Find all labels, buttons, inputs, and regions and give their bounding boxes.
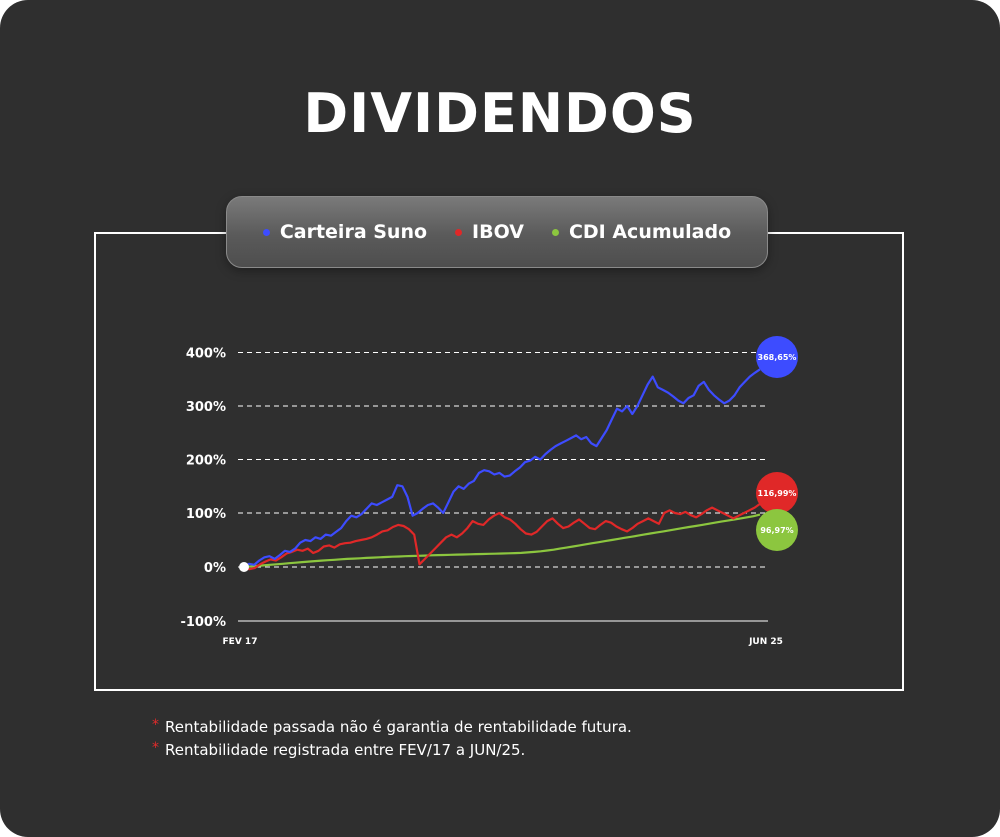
end-value-label-cdi-acumulado: 96,97% [760, 526, 793, 535]
footnote: * Rentabilidade registrada entre FEV/17 … [152, 739, 632, 762]
series-line-ibov [243, 502, 761, 571]
y-tick-label: 0% [204, 561, 226, 576]
series-line-cdi-acumulado [243, 513, 761, 569]
footnotes: * Rentabilidade passada não é garantia d… [152, 716, 632, 762]
legend-label-ibov: IBOV [472, 221, 524, 243]
series-line-carteira-suno [243, 368, 761, 568]
legend-item-cdi-acumulado: CDI Acumulado [551, 221, 732, 243]
x-tick-label-end: JUN 25 [748, 637, 783, 647]
x-tick-label-start: FEV 17 [223, 637, 258, 647]
end-value-label-carteira-suno: 368,65% [758, 353, 797, 362]
page-title: DIVIDENDOS [303, 82, 697, 145]
y-tick-label: 300% [186, 400, 226, 415]
chart-legend: Carteira Suno IBOV CDI Acumulado [226, 196, 768, 268]
footnote: * Rentabilidade passada não é garantia d… [152, 716, 632, 739]
legend-label-cdi-acumulado: CDI Acumulado [568, 221, 732, 243]
legend-item-ibov: IBOV [455, 221, 524, 243]
origin-point [239, 562, 249, 572]
legend-item-carteira-suno: Carteira Suno [262, 221, 428, 243]
end-bubble-cdi-acumulado [756, 509, 798, 551]
asterisk-icon: * [152, 740, 159, 756]
end-bubble-carteira-suno [756, 336, 798, 378]
legend-dot-cdi-acumulado [551, 228, 559, 236]
y-tick-label: 400% [186, 347, 226, 362]
end-bubble-ibov [756, 472, 798, 514]
footnote-text-2: Rentabilidade registrada entre FEV/17 a … [165, 741, 526, 759]
y-tick-label: -100% [180, 615, 226, 630]
footnote-text-1: Rentabilidade passada não é garantia de … [165, 718, 632, 736]
legend-dot-ibov [455, 228, 463, 236]
asterisk-icon: * [152, 717, 159, 733]
legend-dot-carteira-suno [262, 228, 270, 236]
end-value-label-ibov: 116,99% [758, 489, 797, 498]
y-tick-label: 100% [186, 507, 226, 522]
legend-label-carteira-suno: Carteira Suno [279, 221, 428, 243]
y-tick-label: 200% [186, 454, 226, 469]
